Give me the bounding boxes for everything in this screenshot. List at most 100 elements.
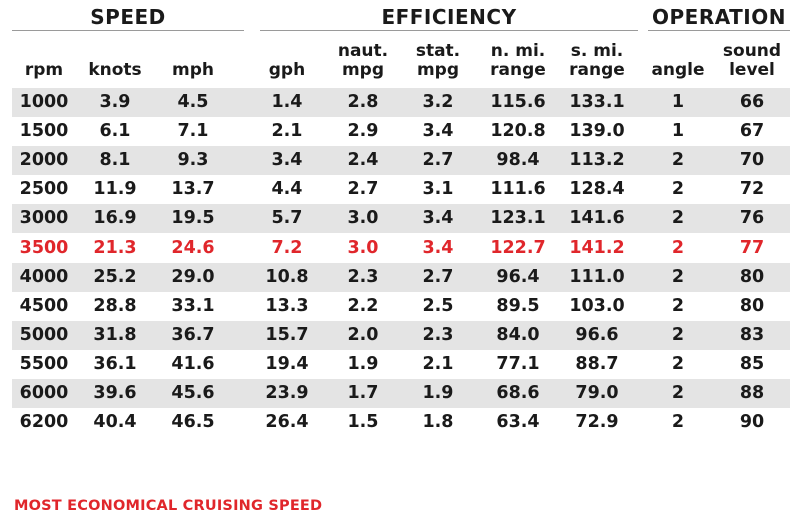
column-header-line2: range: [490, 60, 546, 80]
table-cell: 1.8: [422, 412, 454, 433]
table-cell: 90: [739, 412, 765, 433]
table-cell: 1.4: [271, 92, 303, 112]
table-cell: 88: [739, 383, 765, 403]
table-cell: 28.8: [93, 295, 137, 316]
column-header-line2: angle: [651, 60, 705, 80]
footnote-economical-speed: MOST ECONOMICAL CRUISING SPEED: [14, 498, 323, 514]
column-header-line1: s. mi.: [570, 41, 624, 61]
table-cell: 46.5: [171, 412, 215, 433]
table-cell: 80: [739, 295, 765, 316]
table-cell: 115.6: [490, 92, 546, 112]
column-header: n. mi. range: [478, 34, 558, 80]
table-cell: 3.4: [422, 121, 454, 142]
table-cell: 4.5: [177, 92, 209, 112]
table-cell: 2: [671, 266, 685, 287]
table-cell: 7.1: [177, 121, 209, 142]
table-cell: 4500: [19, 295, 69, 316]
table-cell: 1.9: [422, 383, 454, 403]
table-cell: 1.7: [347, 383, 379, 403]
table-cell: 19.5: [171, 208, 215, 229]
table-cell: 83: [739, 324, 765, 345]
table-cell: 2500: [19, 179, 69, 200]
table-cell: 19.4: [265, 353, 309, 374]
table-cell: 2: [671, 412, 685, 433]
table-cell: 2.3: [347, 266, 379, 287]
column-header-line2: range: [569, 60, 625, 80]
table-cell: 6000: [19, 383, 69, 403]
column-header-line2: gph: [268, 60, 306, 80]
table-cell: 113.2: [569, 150, 625, 171]
table-cell: 33.1: [171, 295, 215, 316]
table-cell: 141.2: [569, 237, 625, 258]
column-header: stat. mpg: [403, 34, 473, 80]
table-cell: 15.7: [265, 324, 309, 345]
column-header: angle: [645, 34, 711, 80]
table-cell: 1.9: [347, 353, 379, 374]
table-cell: 1: [671, 92, 685, 112]
table-cell: 3500: [19, 237, 69, 258]
table-cell: 3.2: [422, 92, 454, 112]
table-cell: 111.6: [490, 179, 546, 200]
table-cell: 66: [739, 92, 765, 112]
table-cell: 23.9: [265, 383, 309, 403]
table-cell: 84.0: [496, 324, 540, 345]
table-cell: 2: [671, 324, 685, 345]
column-header-line2: mph: [172, 60, 214, 80]
table-cell: 40.4: [93, 412, 137, 433]
table-cell: 2: [671, 208, 685, 229]
table-cell: 128.4: [569, 179, 625, 200]
column-header: rpm: [9, 34, 79, 80]
table-row: 3500 21.3 24.6 7.2 3.0 3.4 122.7 141.2 2 77: [12, 234, 790, 263]
table-cell: 88.7: [575, 353, 619, 374]
column-header-line2: knots: [88, 60, 142, 80]
table-cell: 5000: [19, 324, 69, 345]
table-cell: 2000: [19, 150, 69, 171]
table-cell: 2.9: [347, 121, 379, 142]
table-row: 2000 8.1 9.3 3.4 2.4 2.7 98.4 113.2 2 70: [12, 146, 790, 176]
table-cell: 6200: [19, 412, 69, 433]
table-cell: 3.4: [271, 150, 303, 171]
table-cell: 80: [739, 266, 765, 287]
table-cell: 39.6: [93, 383, 137, 403]
table-cell: 1: [671, 121, 685, 142]
table-cell: 67: [739, 121, 765, 142]
table-cell: 72: [739, 179, 765, 200]
column-header-line1: stat.: [415, 41, 461, 61]
table-cell: 3.0: [347, 208, 379, 229]
table-row: 4500 28.8 33.1 13.3 2.2 2.5 89.5 103.0 2 80: [12, 292, 790, 321]
table-cell: 13.7: [171, 179, 215, 200]
table-row: 6000 39.6 45.6 23.9 1.7 1.9 68.6 79.0 2 88: [12, 379, 790, 408]
table-cell: 122.7: [490, 237, 546, 258]
table-cell: 5500: [19, 353, 69, 374]
table-cell: 98.4: [496, 150, 540, 171]
table-cell: 3.4: [422, 237, 454, 258]
table-cell: 2.7: [422, 266, 454, 287]
table-cell: 8.1: [99, 150, 131, 171]
table-cell: 2.7: [347, 179, 379, 200]
column-header: gph: [254, 34, 320, 80]
table-cell: 123.1: [490, 208, 546, 229]
table-cell: 26.4: [265, 412, 309, 433]
table-cell: 2.2: [347, 295, 379, 316]
column-header-line2: rpm: [24, 60, 64, 80]
table-cell: 2.1: [422, 353, 454, 374]
column-header: mph: [158, 34, 228, 80]
table-cell: 2: [671, 383, 685, 403]
table-cell: 141.6: [569, 208, 625, 229]
group-header-efficiency: EFFICIENCY: [260, 4, 638, 31]
table-cell: 29.0: [171, 266, 215, 287]
table-cell: 2: [671, 353, 685, 374]
table-cell: 4000: [19, 266, 69, 287]
column-header: knots: [80, 34, 150, 80]
table-cell: 77.1: [496, 353, 540, 374]
table-cell: 2: [671, 179, 685, 200]
table-cell: 1500: [19, 121, 69, 142]
table-cell: 70: [739, 150, 765, 171]
column-header-line2: mpg: [416, 60, 460, 80]
table-row: 4000 25.2 29.0 10.8 2.3 2.7 96.4 111.0 2 80: [12, 262, 790, 292]
table-cell: 36.1: [93, 353, 137, 374]
table-cell: 36.7: [171, 324, 215, 345]
table-row: 6200 40.4 46.5 26.4 1.5 1.8 63.4 72.9 2 90: [12, 408, 790, 437]
table-cell: 68.6: [496, 383, 540, 403]
